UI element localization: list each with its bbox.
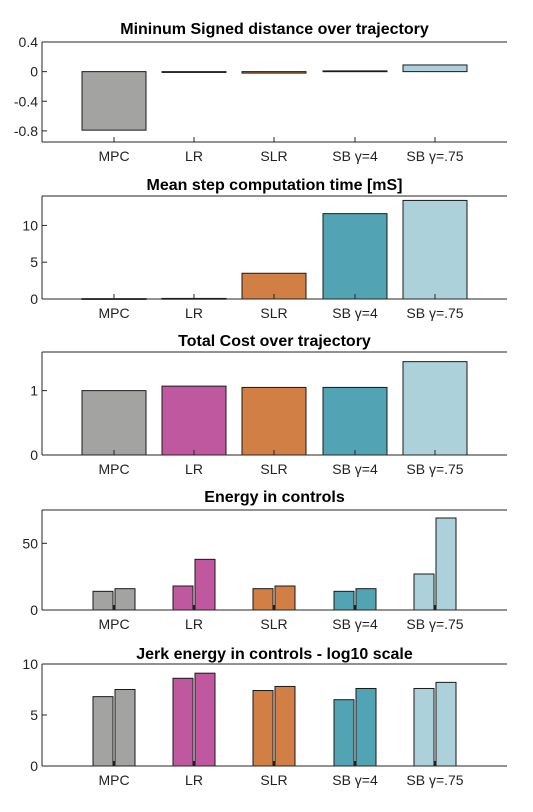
y-tick-label: 0 — [30, 602, 38, 618]
y-tick-label: 5 — [30, 707, 38, 723]
x-tick-label: SLR — [260, 616, 287, 632]
x-tick-label: MPC — [98, 305, 129, 321]
x-tick-label: SB γ=.75 — [406, 148, 463, 164]
y-tick-label: -0.8 — [14, 123, 38, 139]
bar — [402, 64, 468, 73]
bar — [402, 361, 468, 456]
chart-panel-3: Total Cost over trajectory 0 1 MPC LR SLR SB γ… — [30, 333, 507, 477]
x-tick-label: SB γ=4 — [332, 461, 378, 477]
x-tick-label: SLR — [260, 305, 287, 321]
chart-panel-4: Energy in controls 0 50 MPC LR SLR SB γ=4 SB γ=… — [22, 489, 507, 632]
y-tick-label: 0 — [30, 64, 38, 80]
bar — [114, 588, 136, 611]
bar — [333, 590, 355, 611]
bar — [194, 558, 216, 611]
bar-group — [81, 199, 468, 300]
bar — [435, 681, 457, 767]
bar-group — [92, 672, 457, 767]
bar-group — [92, 517, 457, 611]
bar — [402, 199, 468, 300]
x-tick-label: MPC — [98, 148, 129, 164]
bar — [161, 71, 227, 73]
x-tick-label: SLR — [260, 461, 287, 477]
chart-panel-5: Jerk energy in controls - log10 scale 0 5 1… — [22, 646, 507, 788]
y-tick-label: 5 — [30, 254, 38, 270]
bar — [172, 677, 194, 767]
bar — [274, 685, 296, 767]
x-tick-label: SB γ=4 — [332, 772, 378, 788]
y-tick-label: 0.4 — [19, 34, 39, 50]
y-tick-label: 50 — [22, 535, 38, 551]
bar — [161, 385, 227, 456]
bar — [241, 386, 307, 456]
bar — [252, 690, 274, 767]
x-tick-label: LR — [185, 305, 203, 321]
y-tick-label: 0 — [30, 758, 38, 774]
x-tick-label: SB γ=.75 — [406, 772, 463, 788]
x-tick-label: SLR — [260, 148, 287, 164]
y-tick-label: 0 — [30, 447, 38, 463]
bar — [252, 588, 274, 611]
bar — [274, 585, 296, 611]
x-tick-label: LR — [185, 148, 203, 164]
x-tick-label: LR — [185, 461, 203, 477]
bar — [92, 590, 114, 611]
y-tick-label: -0.4 — [14, 93, 38, 109]
x-tick-label: MPC — [98, 616, 129, 632]
x-tick-label: SB γ=4 — [332, 616, 378, 632]
y-tick-label: 10 — [22, 217, 38, 233]
x-tick-label: SB γ=.75 — [406, 616, 463, 632]
bar — [114, 689, 136, 767]
x-tick-label: MPC — [98, 772, 129, 788]
x-tick-label: SLR — [260, 772, 287, 788]
bar — [333, 699, 355, 767]
bar — [241, 71, 307, 74]
y-tick-label: 1 — [30, 383, 38, 399]
bar — [92, 696, 114, 767]
bar — [413, 687, 435, 767]
bar-group — [81, 361, 468, 456]
chart-title: Mean step computation time [mS] — [146, 177, 402, 194]
bar — [355, 687, 377, 767]
bar — [322, 213, 388, 300]
bar — [355, 588, 377, 611]
bar — [322, 70, 388, 73]
bar — [413, 573, 435, 611]
x-tick-label: SB γ=4 — [332, 148, 378, 164]
chart-title: Jerk energy in controls - log10 scale — [136, 646, 413, 663]
x-tick-label: SB γ=4 — [332, 305, 378, 321]
chart-title: Energy in controls — [204, 489, 345, 506]
bar — [172, 585, 194, 611]
bar — [81, 71, 147, 131]
x-tick-label: LR — [185, 772, 203, 788]
chart-panel-1: Mininum Signed distance over trajectory 0… — [14, 21, 507, 164]
bar — [435, 517, 457, 611]
x-tick-label: SB γ=.75 — [406, 461, 463, 477]
bar — [81, 390, 147, 456]
chart-title: Mininum Signed distance over trajectory — [120, 21, 429, 38]
y-tick-label: 0 — [30, 291, 38, 307]
bar-group — [81, 64, 468, 131]
chart-title: Total Cost over trajectory — [178, 333, 371, 350]
bar — [322, 386, 388, 456]
x-tick-label: SB γ=.75 — [406, 305, 463, 321]
chart-panel-2: Mean step computation time [mS] 0 5 10 MPC LR… — [22, 177, 507, 321]
y-tick-label: 10 — [22, 656, 38, 672]
x-tick-label: LR — [185, 616, 203, 632]
x-tick-label: MPC — [98, 461, 129, 477]
bar — [194, 672, 216, 767]
